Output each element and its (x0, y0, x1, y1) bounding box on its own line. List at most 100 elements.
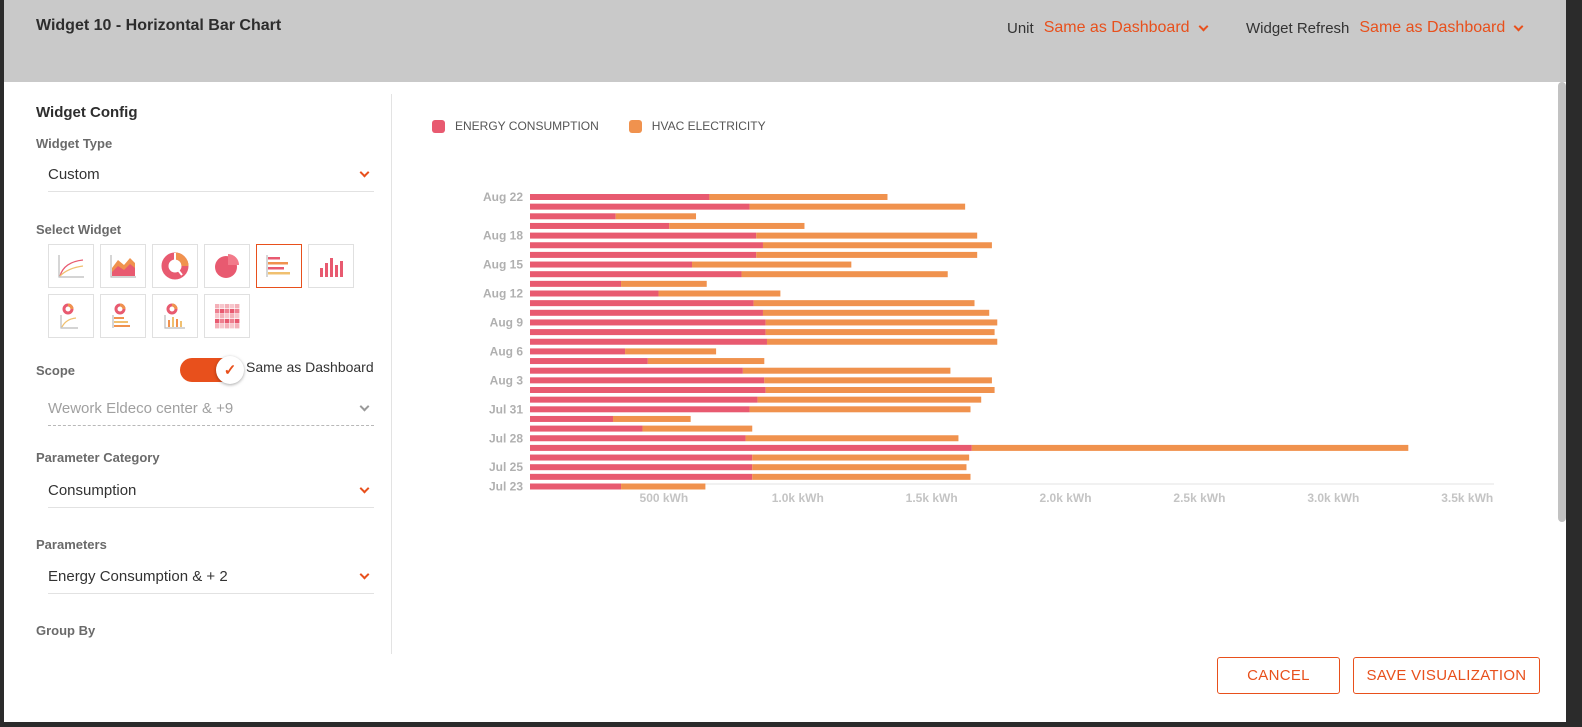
bar-energy-consumption[interactable] (530, 290, 659, 297)
bar-energy-consumption[interactable] (530, 454, 753, 461)
bar-energy-consumption[interactable] (530, 232, 757, 239)
bar-hvac-electricity[interactable] (752, 473, 971, 480)
chevron-down-icon[interactable] (359, 167, 370, 178)
scope-toggle[interactable]: ✓ (180, 356, 244, 384)
save-visualization-button[interactable]: SAVE VISUALIZATION (1353, 657, 1540, 694)
bar-hvac-electricity[interactable] (709, 194, 888, 200)
scrollbar[interactable] (1558, 82, 1566, 522)
bar-hvac-electricity[interactable] (749, 406, 971, 413)
bar-energy-consumption[interactable] (530, 242, 763, 249)
bar-hvac-electricity[interactable] (765, 319, 998, 326)
widget-type-dropdown[interactable]: Custom (48, 158, 374, 192)
horizontal-bar-chart-icon[interactable] (256, 244, 302, 288)
bar-energy-consumption[interactable] (530, 319, 766, 326)
line-chart-icon[interactable] (48, 244, 94, 288)
bar-hvac-electricity[interactable] (971, 444, 1409, 451)
parameters-dropdown[interactable]: Energy Consumption & + 2 (48, 560, 374, 594)
bar-energy-consumption[interactable] (530, 415, 614, 422)
chevron-down-icon[interactable] (359, 569, 370, 580)
bar-energy-consumption[interactable] (530, 300, 754, 307)
bar-hvac-electricity[interactable] (692, 261, 852, 268)
bar-energy-consumption[interactable] (530, 464, 753, 471)
chart-legend: ENERGY CONSUMPTION HVAC ELECTRICITY (432, 119, 796, 133)
chevron-down-icon[interactable] (359, 483, 370, 494)
bar-energy-consumption[interactable] (530, 213, 616, 220)
bar-energy-consumption[interactable] (530, 358, 648, 365)
bar-hvac-electricity[interactable] (642, 425, 753, 432)
donut-chart-icon[interactable] (152, 244, 198, 288)
bar-energy-consumption[interactable] (530, 387, 766, 393)
bar-hvac-electricity[interactable] (745, 435, 959, 442)
bar-hvac-electricity[interactable] (756, 232, 978, 239)
bar-energy-consumption[interactable] (530, 377, 765, 384)
bar-hvac-electricity[interactable] (765, 387, 995, 393)
bar-energy-consumption[interactable] (530, 425, 643, 432)
x-tick-label: 1.0k kWh (772, 491, 824, 505)
scope-toggle-label: Same as Dashboard (246, 359, 374, 375)
bar-hvac-electricity[interactable] (766, 338, 998, 345)
y-tick-label: Jul 25 (489, 460, 523, 474)
bar-energy-consumption[interactable] (530, 483, 622, 490)
bar-hvac-electricity[interactable] (669, 222, 805, 229)
bar-hvac-electricity[interactable] (752, 464, 967, 471)
bar-hvac-electricity[interactable] (625, 348, 717, 355)
bar-energy-consumption[interactable] (530, 435, 746, 442)
unit-value[interactable]: Same as Dashboard (1043, 19, 1190, 36)
donut-hbar-combo-icon[interactable] (100, 294, 146, 338)
y-tick-label: Jul 31 (489, 402, 523, 416)
bar-hvac-electricity[interactable] (749, 203, 966, 210)
bar-hvac-electricity[interactable] (765, 329, 995, 336)
bar-hvac-electricity[interactable] (756, 251, 978, 258)
bar-energy-consumption[interactable] (530, 473, 753, 480)
bar-energy-consumption[interactable] (530, 367, 743, 374)
bar-energy-consumption[interactable] (530, 280, 622, 287)
widget-refresh-select[interactable]: Widget Refresh Same as Dashboard (1246, 19, 1524, 37)
bar-hvac-electricity[interactable] (764, 377, 992, 384)
legend-item-hvac[interactable]: HVAC ELECTRICITY (628, 119, 766, 133)
bar-hvac-electricity[interactable] (621, 280, 707, 287)
bar-energy-consumption[interactable] (530, 309, 763, 316)
bar-energy-consumption[interactable] (530, 338, 767, 345)
bar-energy-consumption[interactable] (530, 406, 750, 413)
bar-energy-consumption[interactable] (530, 194, 710, 200)
bar-hvac-electricity[interactable] (621, 483, 706, 490)
cancel-button[interactable]: CANCEL (1217, 657, 1340, 694)
bar-energy-consumption[interactable] (530, 271, 742, 278)
parameters-value: Energy Consumption & + 2 (48, 568, 228, 585)
config-panel: Widget Config Widget Type Custom Select … (4, 94, 392, 654)
heatmap-icon[interactable] (204, 294, 250, 338)
chevron-down-icon[interactable] (1198, 21, 1208, 31)
bar-hvac-electricity[interactable] (658, 290, 781, 297)
donut-line-combo-icon[interactable] (48, 294, 94, 338)
parameter-category-dropdown[interactable]: Consumption (48, 474, 374, 508)
bar-energy-consumption[interactable] (530, 203, 750, 210)
bar-energy-consumption[interactable] (530, 396, 758, 403)
bar-energy-consumption[interactable] (530, 251, 757, 258)
bar-energy-consumption[interactable] (530, 261, 693, 268)
bar-hvac-electricity[interactable] (752, 454, 970, 461)
checkmark-icon[interactable]: ✓ (216, 356, 244, 384)
widget-refresh-value[interactable]: Same as Dashboard (1359, 19, 1506, 36)
bar-energy-consumption[interactable] (530, 329, 766, 336)
donut-vbar-combo-icon[interactable] (152, 294, 198, 338)
bar-energy-consumption[interactable] (530, 222, 670, 229)
bar-hvac-electricity[interactable] (753, 300, 975, 307)
chevron-down-icon[interactable] (1513, 21, 1524, 31)
bar-hvac-electricity[interactable] (613, 415, 691, 422)
bar-energy-consumption[interactable] (530, 348, 626, 355)
bar-hvac-electricity[interactable] (762, 309, 990, 316)
bar-hvac-electricity[interactable] (757, 396, 982, 403)
bar-hvac-electricity[interactable] (647, 358, 765, 365)
x-tick-label: 2.5k kWh (1173, 491, 1225, 505)
unit-select[interactable]: Unit Same as Dashboard (1007, 19, 1208, 37)
vertical-bar-chart-icon[interactable] (308, 244, 354, 288)
legend-label: ENERGY CONSUMPTION (455, 119, 599, 133)
pie-chart-icon[interactable] (204, 244, 250, 288)
bar-hvac-electricity[interactable] (762, 242, 992, 249)
bar-hvac-electricity[interactable] (615, 213, 697, 220)
bar-hvac-electricity[interactable] (741, 271, 948, 278)
bar-energy-consumption[interactable] (530, 444, 972, 451)
bar-hvac-electricity[interactable] (742, 367, 951, 374)
area-chart-icon[interactable] (100, 244, 146, 288)
legend-item-energy[interactable]: ENERGY CONSUMPTION (432, 119, 599, 133)
